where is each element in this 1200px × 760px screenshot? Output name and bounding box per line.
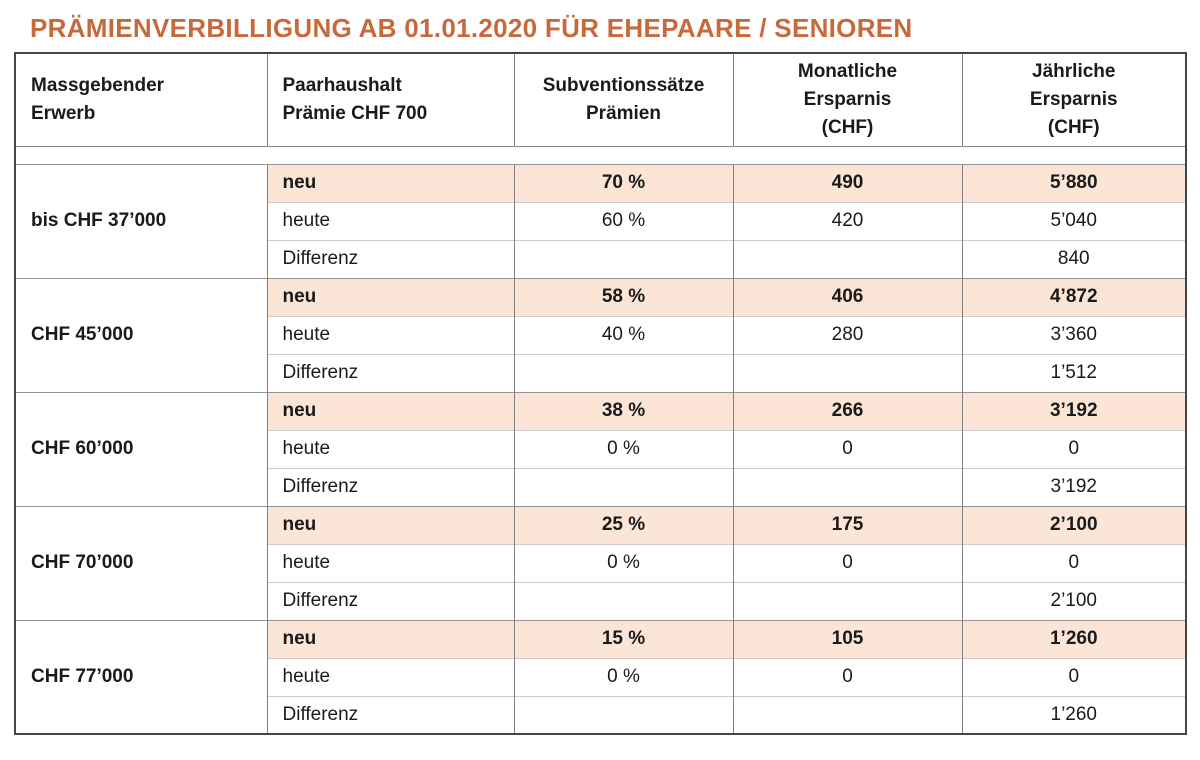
- yearly-cell: 0: [961, 657, 1187, 696]
- spacer-row: [15, 146, 1186, 165]
- row-label-cell: neu: [266, 505, 515, 544]
- table-row: heute 40 % 280 3’360: [15, 315, 1187, 354]
- monthly-cell: 0: [732, 429, 963, 468]
- table-row: bis CHF 37’000 neu 70 % 490 5’880: [14, 163, 1187, 278]
- row-label-cell: neu: [266, 619, 515, 658]
- yearly-cell: 3’192: [961, 391, 1187, 430]
- row-label-cell: heute: [266, 201, 515, 240]
- column-header-monatliche-ersparnis: Monatliche Ersparnis (CHF): [732, 53, 963, 147]
- monthly-cell: 266: [732, 391, 963, 430]
- rate-cell: 15 %: [513, 619, 734, 658]
- yearly-cell: 1’260: [961, 619, 1187, 658]
- yearly-cell: 4’872: [961, 277, 1187, 316]
- table-row: Differenz 840: [15, 239, 1187, 278]
- group-label-cell: CHF 70’000: [14, 505, 268, 620]
- row-label-cell: neu: [266, 277, 515, 316]
- group-label-cell: CHF 45’000: [14, 277, 268, 392]
- monthly-cell: 490: [732, 163, 963, 202]
- monthly-cell: [732, 581, 963, 620]
- yearly-cell: 5’880: [961, 163, 1187, 202]
- monthly-cell: 420: [732, 201, 963, 240]
- monthly-cell: 0: [732, 657, 963, 696]
- table-row: CHF 60’000 neu 38 % 266 3’192: [14, 391, 1187, 506]
- yearly-cell: 3’192: [961, 467, 1187, 506]
- row-label-cell: Differenz: [266, 467, 515, 506]
- group-label-cell: CHF 60’000: [14, 391, 268, 506]
- row-label-cell: Differenz: [266, 581, 515, 620]
- table-row: heute 60 % 420 5’040: [15, 201, 1187, 240]
- rate-cell: [513, 239, 734, 278]
- yearly-cell: 0: [961, 543, 1187, 582]
- yearly-cell: 2’100: [961, 581, 1187, 620]
- header-row: Massgebender Erwerb Paarhaushalt Prämie …: [14, 53, 1187, 147]
- table-row: Differenz 3’192: [15, 467, 1187, 506]
- rate-cell: 60 %: [513, 201, 734, 240]
- monthly-cell: 105: [732, 619, 963, 658]
- rate-cell: 0 %: [513, 543, 734, 582]
- row-label-cell: heute: [266, 315, 515, 354]
- spacer-cell: [15, 146, 1186, 165]
- rate-cell: 25 %: [513, 505, 734, 544]
- column-header-paarhaushalt: Paarhaushalt Prämie CHF 700: [266, 53, 515, 147]
- row-label-cell: heute: [266, 657, 515, 696]
- table-row: heute 0 % 0 0: [15, 657, 1187, 696]
- group-label-cell: CHF 77’000: [14, 619, 268, 734]
- rate-cell: [513, 467, 734, 506]
- group-label-cell: bis CHF 37’000: [14, 163, 268, 278]
- column-header-subventionssaetze: Subventionssätze Prämien: [513, 53, 734, 147]
- yearly-cell: 1’512: [961, 353, 1187, 392]
- monthly-cell: 280: [732, 315, 963, 354]
- table-row: heute 0 % 0 0: [15, 429, 1187, 468]
- row-label-cell: heute: [266, 543, 515, 582]
- table-row: heute 0 % 0 0: [15, 543, 1187, 582]
- page-title: PRÄMIENVERBILLIGUNG AB 01.01.2020 FÜR EH…: [30, 13, 913, 43]
- yearly-cell: 5’040: [961, 201, 1187, 240]
- row-label-cell: heute: [266, 429, 515, 468]
- rate-cell: 0 %: [513, 429, 734, 468]
- yearly-cell: 3’360: [961, 315, 1187, 354]
- rate-cell: [513, 353, 734, 392]
- yearly-cell: 0: [961, 429, 1187, 468]
- premium-reduction-table: Massgebender Erwerb Paarhaushalt Prämie …: [14, 52, 1187, 735]
- rate-cell: 38 %: [513, 391, 734, 430]
- table-row: CHF 45’000 neu 58 % 406 4’872: [14, 277, 1187, 392]
- monthly-cell: 0: [732, 543, 963, 582]
- table-row: Differenz 2’100: [15, 581, 1187, 620]
- column-header-jaehrliche-ersparnis: Jährliche Ersparnis (CHF): [961, 53, 1187, 147]
- table-row: Differenz 1’512: [15, 353, 1187, 392]
- rate-cell: 58 %: [513, 277, 734, 316]
- monthly-cell: [732, 467, 963, 506]
- rate-cell: 0 %: [513, 657, 734, 696]
- monthly-cell: 406: [732, 277, 963, 316]
- rate-cell: 70 %: [513, 163, 734, 202]
- table-row: CHF 70’000 neu 25 % 175 2’100: [14, 505, 1187, 620]
- row-label-cell: Differenz: [266, 353, 515, 392]
- row-label-cell: neu: [266, 391, 515, 430]
- row-label-cell: Differenz: [266, 695, 515, 734]
- yearly-cell: 1’260: [961, 695, 1187, 734]
- monthly-cell: [732, 695, 963, 734]
- monthly-cell: 175: [732, 505, 963, 544]
- table-row: CHF 77’000 neu 15 % 105 1’260: [14, 619, 1187, 734]
- row-label-cell: Differenz: [266, 239, 515, 278]
- monthly-cell: [732, 353, 963, 392]
- column-header-massgebender-erwerb: Massgebender Erwerb: [14, 53, 268, 147]
- yearly-cell: 2’100: [961, 505, 1187, 544]
- monthly-cell: [732, 239, 963, 278]
- yearly-cell: 840: [961, 239, 1187, 278]
- rate-cell: [513, 695, 734, 734]
- row-label-cell: neu: [266, 163, 515, 202]
- table-row: Differenz 1’260: [15, 695, 1187, 734]
- rate-cell: [513, 581, 734, 620]
- rate-cell: 40 %: [513, 315, 734, 354]
